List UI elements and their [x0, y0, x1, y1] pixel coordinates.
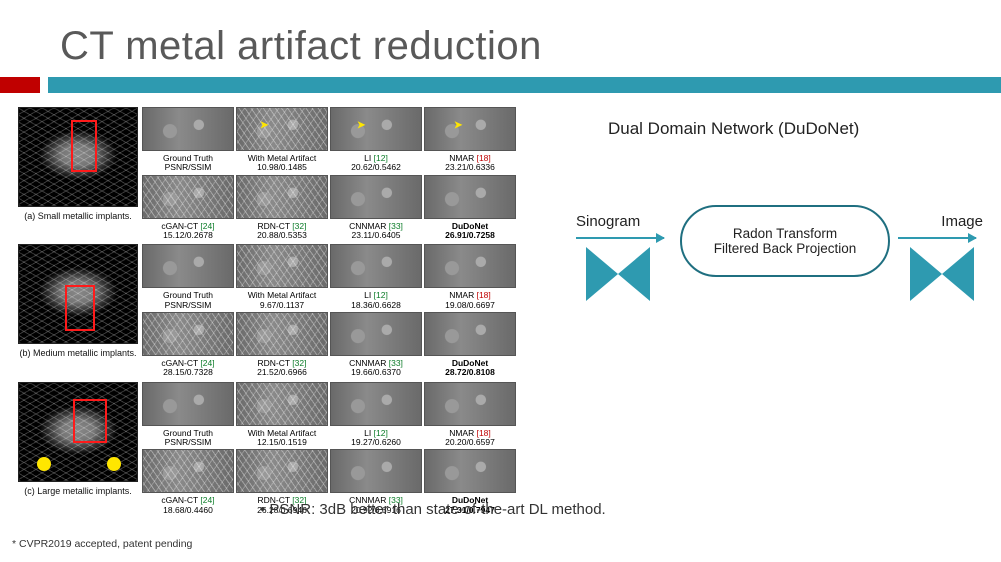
- method-patch: [142, 175, 234, 219]
- method-patch: [424, 175, 516, 219]
- pointer-arrow-icon: ➤: [454, 120, 462, 131]
- method-label: LI [12]18.36/0.6628: [330, 291, 422, 310]
- page-title: CT metal artifact reduction: [60, 24, 1001, 69]
- method-label: With Metal Artifact10.98/0.1485: [236, 154, 328, 173]
- ct-slice-thumbnail: [18, 382, 138, 482]
- ct-slice-thumbnail: [18, 107, 138, 207]
- method-patch: [236, 382, 328, 426]
- method-label: With Metal Artifact12.15/0.1519: [236, 429, 328, 448]
- method-label: cGAN-CT [24]15.12/0.2678: [142, 222, 234, 241]
- dudonet-diagram: Sinogram Image Radon Transform Filtered …: [568, 167, 983, 347]
- method-label: DuDoNet28.72/0.8108: [424, 359, 516, 378]
- method-patch: ➤: [424, 107, 516, 151]
- transform-line2: Filtered Back Projection: [714, 241, 857, 256]
- method-label: NMAR [18]23.21/0.6336: [424, 154, 516, 173]
- method-label: LI [12]19.27/0.6260: [330, 429, 422, 448]
- method-label: DuDoNet26.91/0.7258: [424, 222, 516, 241]
- method-label: Ground TruthPSNR/SSIM: [142, 291, 234, 310]
- method-label: CNNMAR [33]19.66/0.6370: [330, 359, 422, 378]
- method-patch: [424, 312, 516, 356]
- method-patch: [142, 107, 234, 151]
- diagram-title: Dual Domain Network (DuDoNet): [608, 119, 983, 139]
- method-label: NMAR [18]19.08/0.6697: [424, 291, 516, 310]
- encoder-bowtie-icon: [586, 247, 650, 301]
- method-label: RDN-CT [32]20.88/0.5353: [236, 222, 328, 241]
- method-patch: [330, 382, 422, 426]
- arrow-right-icon: [898, 237, 976, 239]
- row-caption: (b) Medium metallic implants.: [18, 348, 138, 358]
- method-patch: [142, 382, 234, 426]
- divider-bar: [48, 77, 1001, 93]
- title-area: CT metal artifact reduction: [0, 0, 1001, 77]
- method-label: CNNMAR [33]23.11/0.6405: [330, 222, 422, 241]
- footnote: * CVPR2019 accepted, patent pending: [12, 538, 192, 550]
- psnr-bullet: PSNR: 3dB better than state-of-the-art D…: [260, 501, 606, 518]
- figure-row: (c) Large metallic implants. Ground Truth…: [18, 382, 538, 515]
- method-label: LI [12]20.62/0.5462: [330, 154, 422, 173]
- method-label: Ground TruthPSNR/SSIM: [142, 154, 234, 173]
- pointer-arrow-icon: ➤: [357, 120, 365, 131]
- roi-box-icon: [73, 399, 107, 443]
- roi-box-icon: [71, 120, 97, 172]
- method-label: NMAR [18]20.20/0.6597: [424, 429, 516, 448]
- title-divider: [0, 77, 1001, 93]
- method-label: With Metal Artifact9.67/0.1137: [236, 291, 328, 310]
- row-caption: (c) Large metallic implants.: [18, 486, 138, 496]
- transform-block: Radon Transform Filtered Back Projection: [680, 205, 890, 277]
- method-patch: [424, 449, 516, 493]
- pointer-arrow-icon: ➤: [260, 120, 268, 131]
- figure-row: (a) Small metallic implants. ➤ ➤ ➤ Ground Tr…: [18, 107, 538, 240]
- results-figure: (a) Small metallic implants. ➤ ➤ ➤ Ground Tr…: [18, 107, 538, 515]
- method-patch: ➤: [236, 107, 328, 151]
- method-patch: [424, 382, 516, 426]
- method-patch: [142, 312, 234, 356]
- architecture-panel: Dual Domain Network (DuDoNet) Sinogram I…: [538, 107, 983, 515]
- row-caption: (a) Small metallic implants.: [18, 211, 138, 221]
- method-patch: [424, 244, 516, 288]
- method-patch: [330, 175, 422, 219]
- method-patch: [236, 312, 328, 356]
- method-patch: [236, 244, 328, 288]
- roi-box-icon: [65, 285, 95, 331]
- method-label: cGAN-CT [24]18.68/0.4460: [142, 496, 234, 515]
- sinogram-label: Sinogram: [576, 213, 640, 230]
- method-patch: [330, 449, 422, 493]
- implant-dot-icon: [107, 457, 121, 471]
- method-patch: [330, 312, 422, 356]
- method-label: cGAN-CT [24]28.15/0.7328: [142, 359, 234, 378]
- image-label: Image: [941, 213, 983, 230]
- implant-dot-icon: [37, 457, 51, 471]
- content-area: (a) Small metallic implants. ➤ ➤ ➤ Ground Tr…: [0, 107, 1001, 515]
- ct-slice-thumbnail: [18, 244, 138, 344]
- method-patch: [142, 244, 234, 288]
- method-patch: ➤: [330, 107, 422, 151]
- method-label: RDN-CT [32]21.52/0.6966: [236, 359, 328, 378]
- method-patch: [142, 449, 234, 493]
- figure-row: (b) Medium metallic implants. Ground Trut…: [18, 244, 538, 377]
- arrow-left-icon: [576, 237, 664, 239]
- method-patch: [330, 244, 422, 288]
- divider-accent: [0, 77, 40, 93]
- transform-line1: Radon Transform: [733, 226, 837, 241]
- decoder-bowtie-icon: [910, 247, 974, 301]
- method-label: Ground TruthPSNR/SSIM: [142, 429, 234, 448]
- method-patch: [236, 449, 328, 493]
- method-patch: [236, 175, 328, 219]
